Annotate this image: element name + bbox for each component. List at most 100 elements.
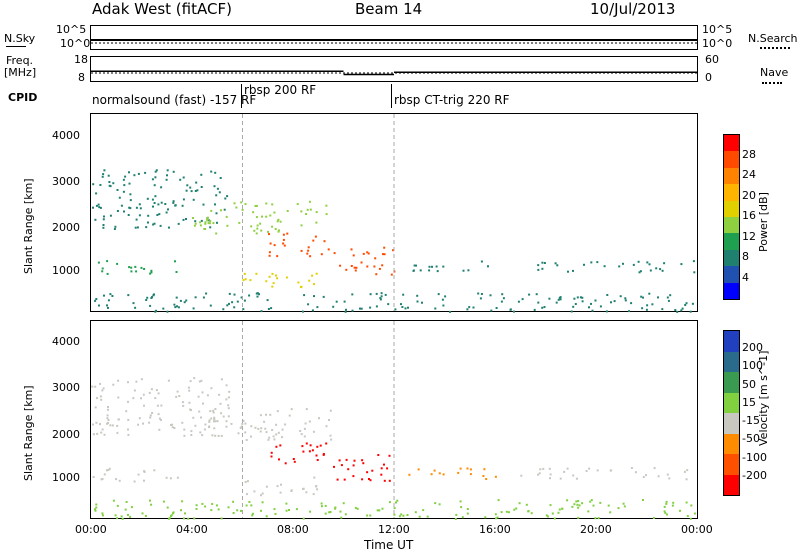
velocity-scatter-cell (96, 397, 98, 400)
velocity-scatter-cell (642, 476, 645, 479)
time-tick: 20:00 (580, 523, 612, 536)
velocity-scatter-cell (434, 502, 437, 505)
power-scatter-cell (308, 200, 311, 203)
velocity-scatter-cell (577, 500, 580, 502)
velocity-scatter-cell (107, 406, 109, 408)
velocity-scatter-cell (183, 434, 186, 437)
power-scatter-cell (548, 297, 551, 300)
velocity-scatter-cell (94, 406, 97, 409)
power-scatter-cell (366, 251, 369, 254)
time-tick: 08:00 (277, 523, 309, 536)
power-scatter-cell (559, 296, 562, 299)
colorbar-tick: 28 (742, 147, 756, 161)
velocity-scatter-cell (279, 491, 282, 494)
velocity-scatter-cell (686, 469, 689, 472)
power-scatter-cell (283, 244, 286, 247)
velocity-scatter-cell (259, 430, 262, 433)
power-scatter-cell (572, 269, 574, 272)
power-scatter-cell (206, 216, 209, 219)
velocity-scatter-cell (218, 393, 221, 396)
power-scatter-cell (160, 201, 163, 204)
velocity-scatter-cell (208, 425, 211, 428)
velocity-scatter-cell (137, 423, 140, 426)
power-scatter-cell (689, 310, 692, 313)
power-scatter-cell (314, 235, 317, 238)
power-scatter-cell (216, 221, 218, 224)
velocity-scatter-cell (395, 501, 397, 504)
power-scatter-cell (158, 213, 161, 216)
power-scatter-cell (676, 310, 679, 313)
power-scatter-cell (256, 295, 259, 298)
power-scatter-cell (98, 304, 100, 307)
power-scatter-cell (267, 308, 270, 310)
velocity-scatter-cell (495, 517, 497, 520)
power-scatter-cell (462, 269, 465, 272)
power-scatter-cell (214, 203, 216, 206)
power-scatter-cell (106, 272, 109, 275)
power-scatter-cell (351, 293, 354, 296)
power-scatter-cell (603, 265, 606, 268)
velocity-scatter-cell (95, 503, 98, 506)
velocity-scatter-cell (217, 508, 220, 511)
velocity-scatter-cell (368, 478, 370, 480)
velocity-scatter-cell (171, 423, 174, 426)
velocity-scatter-cell (201, 502, 204, 505)
power-scatter-cell (297, 281, 300, 284)
power-scatter-cell (256, 227, 259, 230)
power-scatter-cell (355, 266, 358, 269)
power-scatter-cell (155, 309, 157, 312)
power-scatter-cell (103, 294, 105, 297)
velocity-scatter-cell (302, 487, 305, 490)
velocity-scatter-cell (520, 474, 523, 477)
velocity-scatter-cell (160, 404, 163, 407)
power-scatter-cell (134, 306, 137, 309)
velocity-scatter-cell (181, 421, 184, 424)
colorbar-tick: 200 (742, 341, 763, 355)
power-scatter-cell (378, 267, 381, 270)
velocity-ytick-2000: 2000 (52, 428, 80, 441)
power-scatter-cell (196, 189, 199, 192)
velocity-scatter-cell (557, 511, 560, 514)
velocity-scatter-cell (263, 420, 266, 423)
velocity-scatter-cell (623, 505, 626, 508)
velocity-scatter-cell (202, 402, 204, 405)
velocity-scatter-cell (96, 432, 99, 435)
velocity-scatter-cell (466, 508, 469, 510)
power-scatter-cell (419, 269, 422, 272)
power-scatter-cell (472, 306, 475, 309)
velocity-scatter-cell (672, 501, 675, 504)
velocity-scatter-cell (115, 478, 118, 481)
power-scatter-cell (691, 302, 694, 305)
velocity-scatter-cell (222, 415, 225, 418)
power-scatter-cell (244, 203, 247, 206)
power-scatter-cell (177, 222, 180, 225)
power-scatter-cell (642, 296, 644, 299)
velocity-scatter-cell (198, 380, 201, 383)
velocity-scatter-cell (459, 467, 462, 470)
velocity-scatter-cell (246, 493, 248, 496)
power-scatter-cell (106, 260, 109, 263)
nsearch-legend-line (760, 47, 790, 49)
velocity-scatter-cell (576, 503, 579, 506)
velocity-scatter-cell (169, 477, 172, 480)
velocity-scatter-cell (455, 513, 458, 516)
power-scatter-cell (490, 309, 493, 312)
velocity-scatter-cell (539, 468, 542, 471)
velocity-scatter-cell (284, 462, 287, 465)
velocity-scatter-cell (143, 404, 145, 407)
velocity-scatter-cell (141, 512, 144, 515)
power-scatter-cell (102, 224, 105, 226)
velocity-scatter-cell (240, 425, 243, 428)
power-scatter-cell (345, 268, 348, 271)
velocity-scatter-cell (99, 382, 102, 385)
velocity-scatter-cell (254, 426, 257, 429)
power-scatter-cell (307, 303, 310, 306)
power-scatter-cell (416, 300, 419, 303)
velocity-scatter-cell (666, 513, 668, 516)
velocity-scatter-cell (182, 404, 185, 407)
power-scatter-cell (265, 215, 268, 218)
velocity-scatter-cell (211, 503, 214, 505)
velocity-scatter-cell (315, 485, 318, 487)
velocity-scatter-cell (575, 477, 578, 480)
velocity-scatter-cell (180, 509, 182, 512)
